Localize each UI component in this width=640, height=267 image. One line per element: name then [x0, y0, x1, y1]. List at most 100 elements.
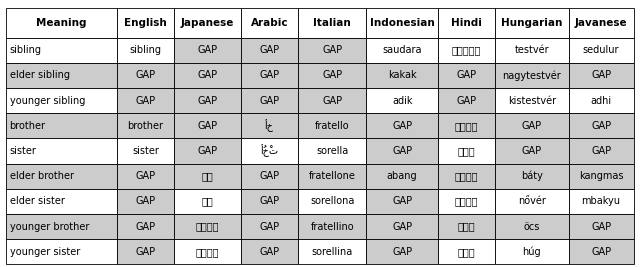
Bar — [6, 8, 117, 38]
Bar — [117, 63, 174, 88]
Text: GAP: GAP — [522, 146, 542, 156]
Text: GAP: GAP — [456, 96, 477, 106]
Text: younger sibling: younger sibling — [10, 96, 85, 106]
Bar — [6, 113, 117, 138]
Text: fratellone: fratellone — [308, 171, 356, 181]
Bar — [495, 239, 568, 264]
Bar — [298, 138, 367, 164]
Bar — [117, 138, 174, 164]
Bar — [568, 214, 634, 239]
Text: GAP: GAP — [136, 247, 156, 257]
Bar — [298, 113, 367, 138]
Bar — [438, 189, 495, 214]
Text: GAP: GAP — [259, 197, 280, 206]
Text: sedulur: sedulur — [583, 45, 620, 55]
Bar — [367, 113, 438, 138]
Text: báty: báty — [521, 171, 543, 182]
Text: testvér: testvér — [515, 45, 549, 55]
Bar — [367, 88, 438, 113]
Bar — [298, 8, 367, 38]
Text: mbakyu: mbakyu — [582, 197, 621, 206]
Text: sorellona: sorellona — [310, 197, 355, 206]
Text: GAP: GAP — [259, 247, 280, 257]
Bar — [174, 113, 241, 138]
Bar — [241, 138, 298, 164]
Bar — [298, 214, 367, 239]
Bar — [174, 239, 241, 264]
Bar — [298, 239, 367, 264]
Bar — [568, 164, 634, 189]
Text: GAP: GAP — [456, 70, 477, 80]
Text: भाई: भाई — [458, 222, 476, 231]
Bar — [241, 164, 298, 189]
Text: younger sister: younger sister — [10, 247, 80, 257]
Text: fratello: fratello — [315, 121, 349, 131]
Text: sorella: sorella — [316, 146, 348, 156]
Text: GAP: GAP — [591, 70, 611, 80]
Bar — [495, 8, 568, 38]
Text: Hungarian: Hungarian — [501, 18, 563, 28]
Text: nővér: nővér — [518, 197, 546, 206]
Bar — [367, 38, 438, 63]
Text: Meaning: Meaning — [36, 18, 87, 28]
Text: sister: sister — [10, 146, 36, 156]
Text: GAP: GAP — [259, 96, 280, 106]
Bar — [174, 63, 241, 88]
Bar — [495, 164, 568, 189]
Text: GAP: GAP — [259, 171, 280, 181]
Text: GAP: GAP — [259, 70, 280, 80]
Bar — [438, 164, 495, 189]
Bar — [298, 164, 367, 189]
Text: वहन: वहन — [458, 146, 476, 156]
Text: sorellina: sorellina — [312, 247, 353, 257]
Text: younger brother: younger brother — [10, 222, 89, 231]
Bar — [6, 138, 117, 164]
Text: abang: abang — [387, 171, 417, 181]
Text: Hindi: Hindi — [451, 18, 482, 28]
Text: GAP: GAP — [259, 45, 280, 55]
Text: Javanese: Javanese — [575, 18, 627, 28]
Text: おとうと: おとうと — [196, 222, 219, 231]
Bar — [298, 63, 367, 88]
Bar — [568, 113, 634, 138]
Bar — [438, 214, 495, 239]
Bar — [117, 8, 174, 38]
Text: GAP: GAP — [591, 121, 611, 131]
Text: kakak: kakak — [388, 70, 417, 80]
Text: GAP: GAP — [591, 222, 611, 231]
Text: brother: brother — [10, 121, 45, 131]
Bar — [6, 164, 117, 189]
Bar — [241, 8, 298, 38]
Text: elder brother: elder brother — [10, 171, 74, 181]
Text: あに: あに — [202, 171, 213, 181]
Text: húg: húg — [522, 246, 541, 257]
Bar — [117, 239, 174, 264]
Text: GAP: GAP — [136, 197, 156, 206]
Text: sibling: sibling — [10, 45, 42, 55]
Text: भेया: भेया — [455, 121, 478, 131]
Text: adhi: adhi — [591, 96, 612, 106]
Text: GAP: GAP — [522, 121, 542, 131]
Bar — [117, 164, 174, 189]
Bar — [367, 164, 438, 189]
Text: English: English — [124, 18, 167, 28]
Text: GAP: GAP — [322, 70, 342, 80]
Bar — [495, 88, 568, 113]
Bar — [568, 88, 634, 113]
Bar — [438, 239, 495, 264]
Text: GAP: GAP — [197, 146, 218, 156]
Bar — [495, 63, 568, 88]
Bar — [367, 214, 438, 239]
Bar — [117, 88, 174, 113]
Bar — [367, 189, 438, 214]
Bar — [6, 214, 117, 239]
Bar — [117, 214, 174, 239]
Bar — [438, 113, 495, 138]
Text: sister: sister — [132, 146, 159, 156]
Text: いもうと: いもうと — [196, 247, 219, 257]
Bar — [6, 239, 117, 264]
Bar — [367, 239, 438, 264]
Text: GAP: GAP — [392, 121, 412, 131]
Text: GAP: GAP — [136, 96, 156, 106]
Text: GAP: GAP — [591, 146, 611, 156]
